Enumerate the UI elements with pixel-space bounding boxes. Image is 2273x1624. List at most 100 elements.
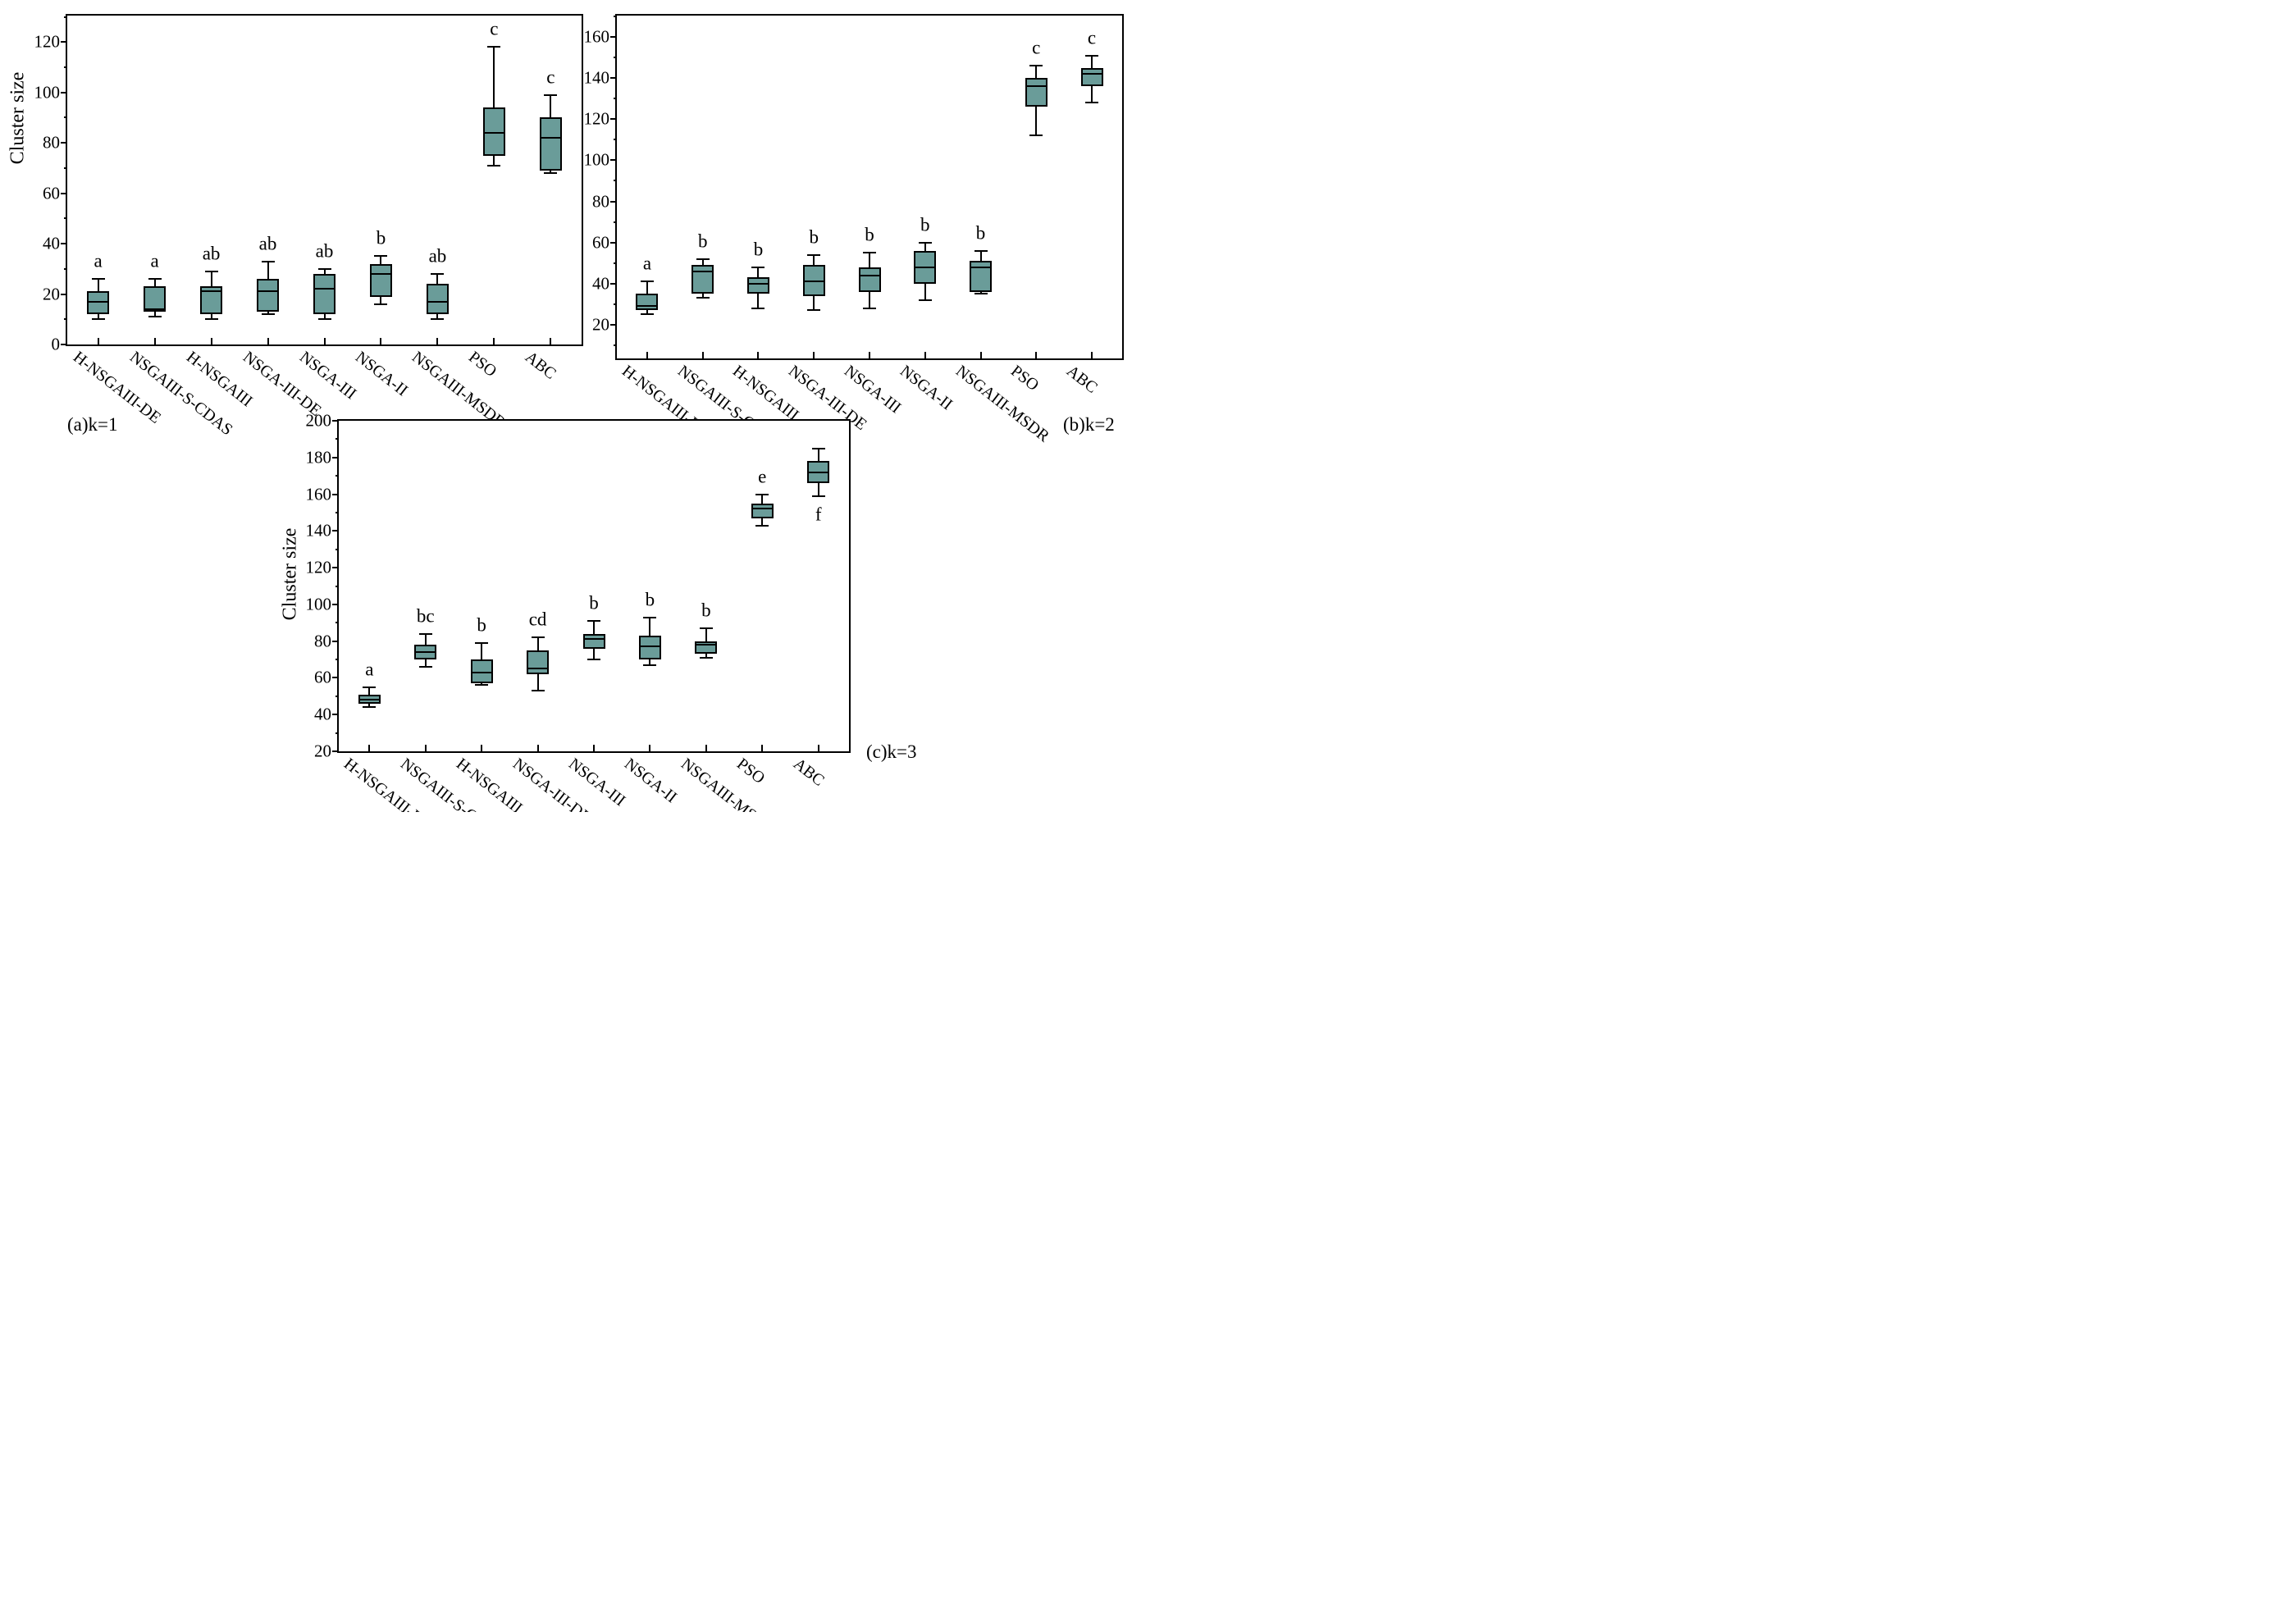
y-axis-major-tick	[61, 91, 67, 94]
subplot-caption-b: (b)k=2	[1063, 414, 1115, 435]
y-axis-major-tick	[61, 293, 67, 295]
x-axis-tick	[153, 338, 156, 344]
lower-whisker-cap	[863, 307, 876, 309]
upper-whisker	[649, 617, 651, 636]
significance-letter: bc	[416, 605, 435, 627]
significance-letter: b	[701, 600, 711, 621]
y-axis-major-tick	[610, 36, 617, 39]
significance-letter: b	[865, 224, 874, 245]
x-axis-tick	[869, 352, 870, 358]
upper-whisker	[536, 637, 539, 650]
y-axis-major-tick	[610, 200, 617, 203]
y-axis-major-tick	[61, 192, 67, 194]
y-axis-minor-tick	[335, 585, 339, 587]
lower-whisker	[380, 296, 382, 304]
lower-whisker	[550, 170, 552, 174]
y-axis-tick-label: 0	[51, 334, 61, 354]
x-axis-tick	[1091, 352, 1093, 358]
box	[426, 284, 449, 315]
significance-letter: e	[758, 466, 767, 487]
lower-whisker-cap	[643, 664, 657, 666]
lower-whisker	[701, 294, 704, 299]
y-axis-tick-label: 20	[43, 284, 60, 304]
y-axis-major-tick	[332, 714, 339, 716]
y-axis-major-tick	[332, 420, 339, 422]
y-axis-minor-tick	[64, 116, 67, 119]
box	[87, 291, 110, 315]
y-axis-major-tick	[332, 750, 339, 752]
box	[539, 117, 562, 171]
lower-whisker	[153, 312, 156, 317]
upper-whisker	[924, 242, 926, 251]
upper-whisker	[436, 273, 439, 285]
median-line	[258, 290, 278, 293]
median-line	[1026, 85, 1046, 88]
y-axis-major-tick	[332, 640, 339, 642]
box	[636, 294, 659, 311]
upper-whisker	[153, 279, 156, 287]
y-axis-major-tick	[61, 41, 67, 43]
upper-whisker-cap	[699, 627, 713, 629]
upper-whisker-cap	[643, 616, 657, 618]
y-axis-minor-tick	[614, 221, 617, 223]
y-axis-tick-label: 100	[34, 82, 61, 103]
lower-whisker	[267, 312, 269, 315]
x-axis-tick	[210, 338, 212, 344]
x-axis-tick	[323, 338, 326, 344]
box	[638, 635, 661, 660]
x-axis-tick	[761, 745, 764, 751]
y-axis-minor-tick	[614, 180, 617, 182]
x-axis-tick	[813, 352, 815, 358]
lower-whisker	[593, 648, 595, 660]
upper-whisker	[813, 254, 815, 266]
x-axis-tick	[757, 352, 760, 358]
y-axis-minor-tick	[614, 262, 617, 264]
upper-whisker	[757, 267, 760, 278]
lower-whisker-cap	[974, 293, 988, 295]
lower-whisker	[323, 314, 326, 320]
y-axis-major-tick	[610, 323, 617, 326]
y-axis-major-tick	[610, 159, 617, 162]
lower-whisker-cap	[640, 313, 654, 316]
lower-whisker	[1035, 107, 1038, 136]
median-line	[860, 274, 879, 276]
x-axis-tick	[424, 745, 427, 751]
y-axis-tick-label: 140	[305, 520, 332, 541]
lower-whisker-cap	[1085, 102, 1099, 104]
y-axis-tick-label: 20	[592, 314, 609, 335]
y-axis-major-tick	[332, 567, 339, 569]
upper-whisker	[869, 253, 870, 267]
x-axis-tick	[649, 745, 651, 751]
x-axis-tick	[481, 745, 483, 751]
lower-whisker-cap	[918, 299, 932, 301]
significance-letter: ab	[315, 240, 334, 262]
upper-whisker-cap	[531, 636, 545, 639]
y-axis-minor-tick	[614, 344, 617, 346]
lower-whisker	[813, 295, 815, 311]
median-line	[89, 300, 108, 303]
y-axis-minor-tick	[614, 57, 617, 59]
x-category-label: PSO	[465, 348, 500, 381]
upper-whisker-cap	[807, 253, 821, 256]
box	[858, 267, 881, 292]
significance-letter: b	[589, 592, 599, 614]
x-category-label: PSO	[1007, 362, 1043, 395]
y-axis-tick-label: 180	[305, 447, 332, 468]
box	[369, 263, 392, 297]
significance-letter: b	[975, 222, 986, 244]
box	[358, 694, 381, 704]
lower-whisker-cap	[261, 313, 275, 316]
box	[746, 277, 769, 294]
lower-whisker	[1091, 86, 1093, 103]
upper-whisker	[1035, 66, 1038, 79]
significance-letter: a	[150, 250, 159, 271]
x-axis-tick	[646, 352, 648, 358]
y-axis-tick-label: 40	[314, 704, 331, 724]
box	[144, 286, 167, 312]
y-axis-title-plot-a: Cluster size	[7, 71, 29, 165]
lower-whisker	[649, 659, 651, 665]
x-axis-tick	[817, 745, 819, 751]
box	[527, 650, 550, 674]
lower-whisker	[97, 314, 99, 320]
median-line	[693, 270, 713, 272]
